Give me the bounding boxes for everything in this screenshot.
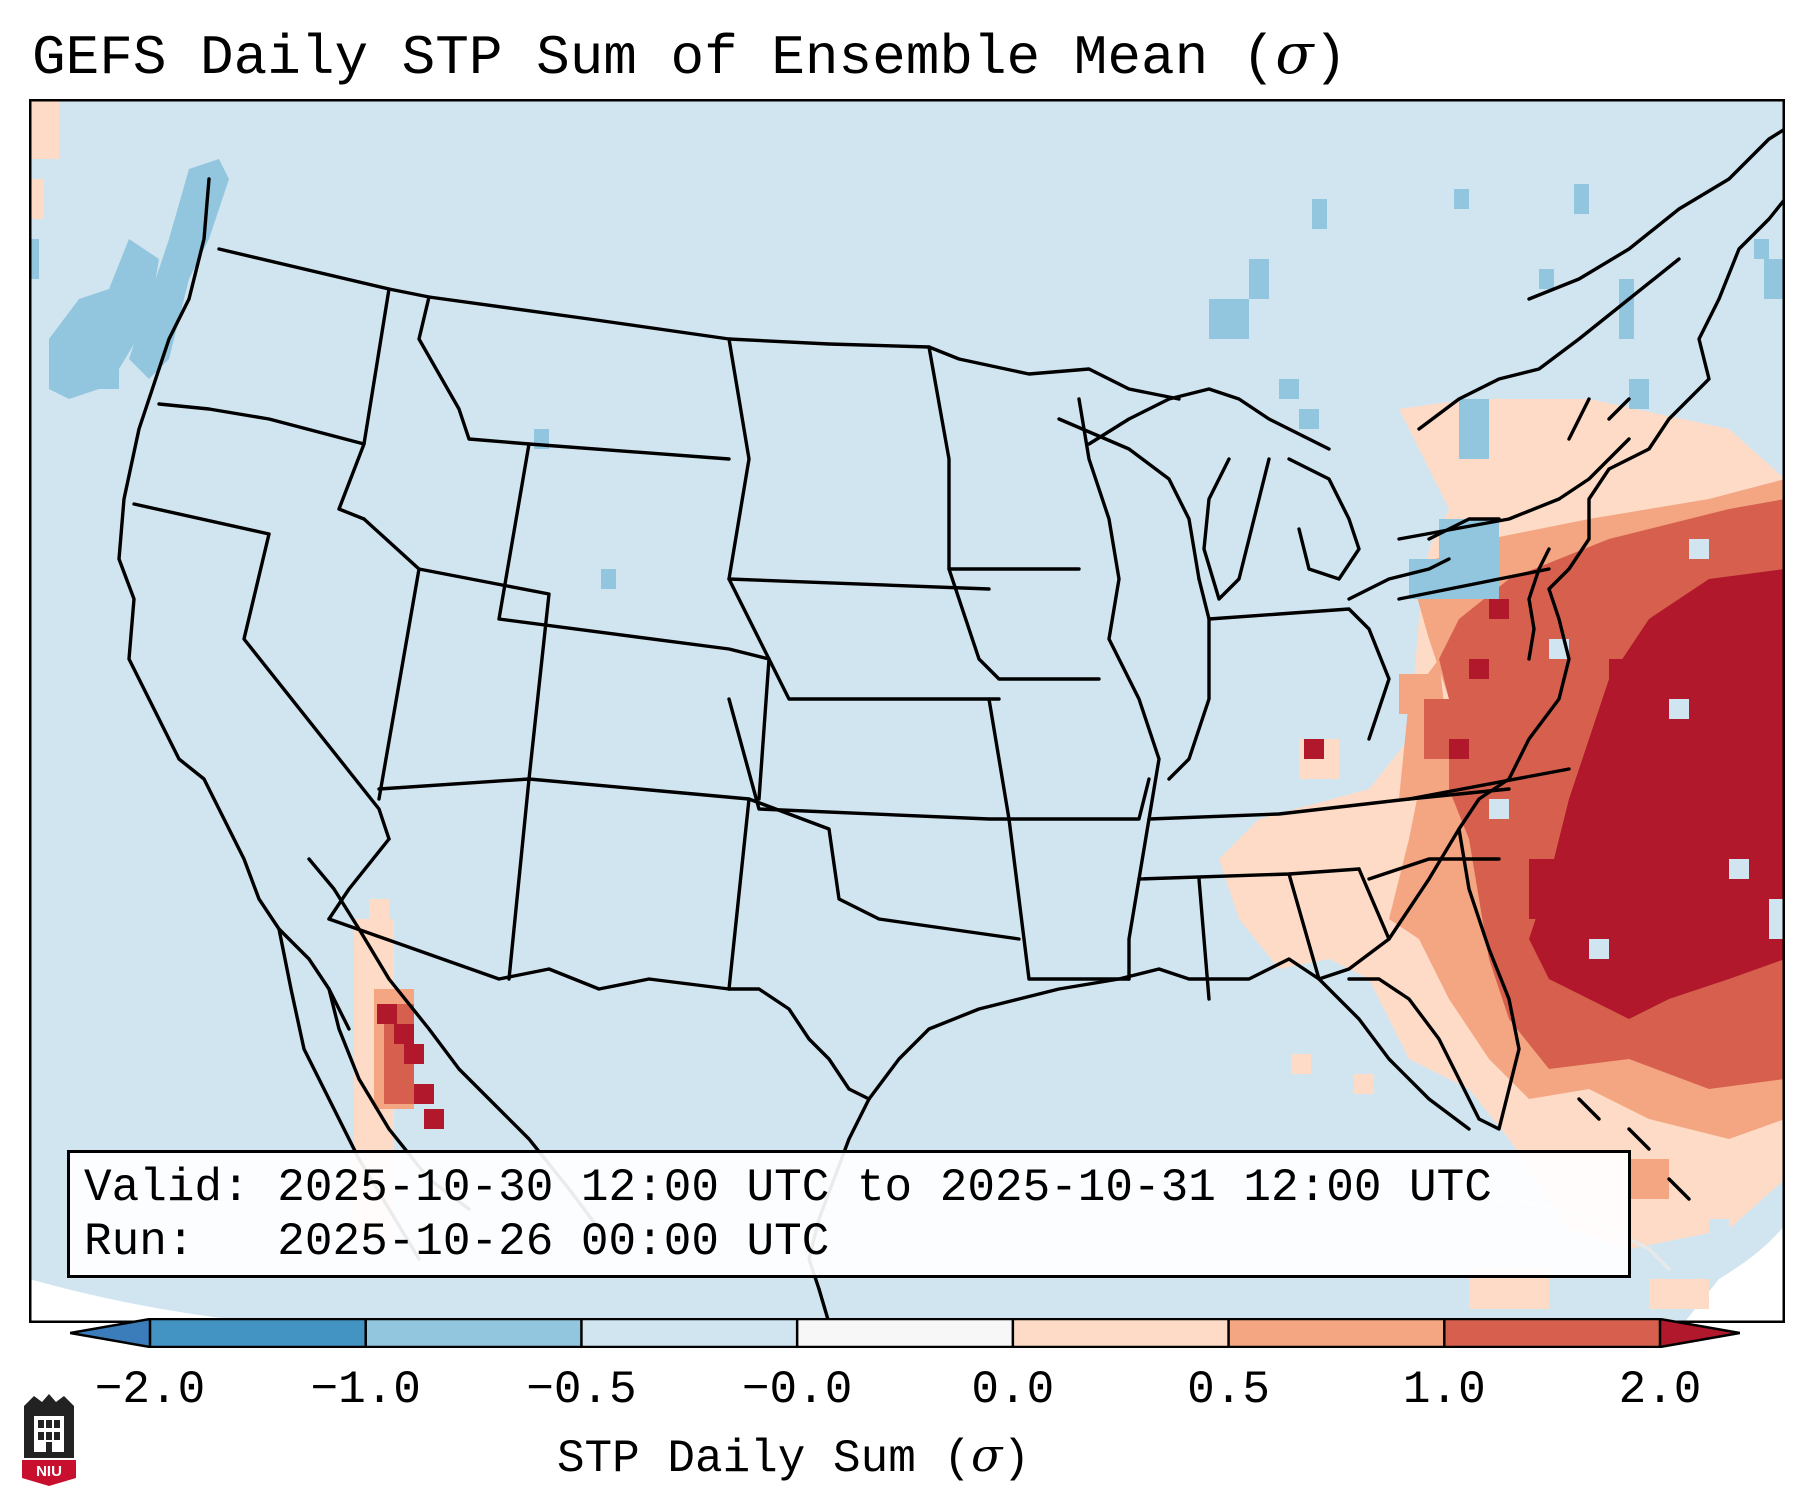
east-coast: [1457, 197, 1785, 831]
colorbar-extend-high: [1660, 1319, 1740, 1347]
great-lakes-erie: [1347, 557, 1451, 601]
mt-wy-border: [417, 295, 731, 461]
great-lakes-superior: [1087, 387, 1331, 451]
ky-tn-border: [1147, 787, 1511, 821]
colorbar-tick-label: 0.5: [1187, 1364, 1270, 1416]
nc-sc-border: [1367, 857, 1501, 881]
colorbar-segment: [797, 1319, 1014, 1347]
colorbar-segment: [1444, 1319, 1661, 1347]
va-nc-border: [1407, 767, 1571, 801]
nd-sd-border: [727, 337, 991, 591]
colorbar-tick-label: −0.0: [741, 1364, 853, 1416]
canada-east-coast: [1527, 127, 1785, 301]
az-mx-border: [327, 917, 731, 991]
map-panel: [29, 99, 1785, 1323]
validity-info-box: Valid: 2025-10-30 12:00 UTC to 2025-10-3…: [67, 1150, 1631, 1278]
colorbar-segment: [150, 1319, 367, 1347]
colorbar-tick-label: 2.0: [1618, 1364, 1702, 1416]
ks-ok-border: [727, 697, 1011, 821]
mn-border: [927, 345, 1081, 571]
chesapeake: [1527, 547, 1551, 661]
valid-label: Valid:: [84, 1162, 250, 1214]
il-in-border: [1167, 577, 1211, 781]
new-england: [1557, 397, 1631, 501]
wy-co-border: [497, 442, 771, 661]
map-projection-corner: [29, 1279, 265, 1323]
mexico-gulf: [817, 1287, 831, 1323]
oh-border: [1207, 607, 1391, 741]
colorbar: [70, 1318, 1740, 1348]
great-lakes-huron: [1287, 457, 1361, 581]
ms-al-ga: [1197, 867, 1391, 1001]
ia-border: [947, 567, 1101, 681]
niu-logo: NIU: [22, 1394, 76, 1486]
ok-tx-border: [747, 797, 1021, 941]
chart-title: GEFS Daily STP Sum of Ensemble Mean (σ): [32, 22, 1348, 90]
ne-ks-border: [727, 577, 1001, 701]
nv-border: [242, 532, 391, 841]
valid-value: 2025-10-30 12:00 UTC to 2025-10-31 12:00…: [277, 1162, 1492, 1214]
or-ca-border: [132, 502, 271, 536]
wi-border: [1057, 417, 1201, 581]
great-lakes-ontario: [1427, 517, 1501, 541]
st-lawrence: [1417, 257, 1681, 431]
stp-positive-max-region: [377, 569, 1785, 1129]
colorbar-segment: [365, 1319, 582, 1347]
colorbar-segment: [1228, 1319, 1445, 1347]
colorbar-segment: [1012, 1319, 1230, 1347]
ar-border: [1007, 817, 1131, 981]
west-coast: [117, 177, 351, 1031]
run-row: Run: 2025-10-26 00:00 UTC: [84, 1215, 1614, 1269]
pa-ny-border: [1397, 497, 1561, 601]
tx-outline: [727, 987, 871, 1101]
colorbar-extend-low: [70, 1319, 150, 1347]
colorbar-label: STP Daily Sum (σ): [556, 1428, 1031, 1485]
bahamas: [1577, 1097, 1691, 1201]
map-projection-corner-right: [1683, 1224, 1785, 1323]
wa-or-border: [157, 402, 366, 446]
colorbar-tick-label: −0.5: [526, 1364, 637, 1416]
colorbar-tick-label: −1.0: [310, 1364, 421, 1416]
co-ks-border: [757, 657, 771, 801]
colorbar-segment: [581, 1319, 798, 1347]
canada-us-border: [217, 247, 1181, 401]
great-lakes-michigan: [1202, 457, 1271, 601]
ut-co-border: [417, 567, 551, 781]
svg-text:NIU: NIU: [36, 1463, 62, 1480]
ca-az-border: [327, 837, 391, 921]
colorbar-tick-label: −2.0: [94, 1364, 206, 1416]
id-border: [337, 287, 391, 521]
run-label: Run:: [84, 1216, 195, 1268]
colorbar-tick-label: 0.0: [971, 1364, 1055, 1416]
colorbar-tick-label: 1.0: [1402, 1364, 1486, 1416]
mo-border: [987, 697, 1151, 821]
mississippi-river: [1077, 397, 1161, 981]
florida-outline: [1317, 827, 1521, 1131]
run-value: 2025-10-26 00:00 UTC: [277, 1216, 830, 1268]
valid-row: Valid: 2025-10-30 12:00 UTC to 2025-10-3…: [84, 1161, 1614, 1215]
stp-anomaly-field: [29, 99, 1785, 1309]
gulf-coast: [867, 957, 1471, 1131]
